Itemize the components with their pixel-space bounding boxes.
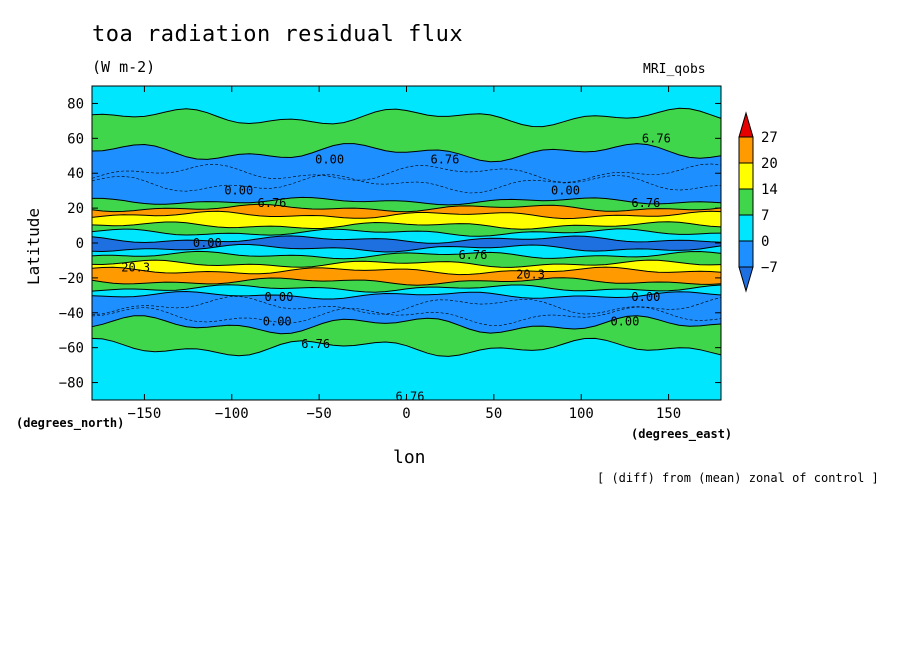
dashed-contour-2	[91, 296, 722, 316]
colorbar-label: −7	[761, 260, 778, 276]
contour-label: 6.76	[642, 131, 671, 145]
band-10	[92, 251, 721, 268]
contour-label: 0.00	[224, 184, 253, 198]
x-tick-label: 0	[402, 406, 410, 422]
model-label: MRI_qobs	[643, 62, 706, 77]
band-5	[92, 211, 721, 230]
contour-label: 6.76	[301, 337, 330, 351]
contour-label: 6.76	[258, 196, 287, 210]
y-axis: 80 60 40 20 0 −20 −40 −60 −80	[59, 96, 721, 392]
dashed-contour-3	[91, 306, 722, 326]
plot-area	[92, 86, 721, 400]
contour-line-4	[91, 203, 722, 213]
contour-line-15	[91, 290, 722, 300]
y-tick-label: 80	[67, 96, 84, 112]
contour-line-6	[91, 221, 722, 230]
band-4	[92, 204, 721, 219]
contour-line-11	[91, 259, 722, 268]
contour-line-17	[91, 337, 722, 357]
x-tick-label: 100	[569, 406, 594, 422]
band-3	[92, 197, 721, 212]
contour-line-9	[91, 244, 722, 253]
x-tick-label: −50	[306, 406, 331, 422]
colorbar-label: 7	[761, 208, 769, 224]
y-unit-label: (degrees_north)	[16, 416, 125, 430]
colorbar-under-triangle	[738, 266, 754, 293]
contour-label: 0.00	[193, 236, 222, 250]
contour-line-7	[91, 228, 722, 237]
x-axis-label: lon	[393, 447, 426, 468]
contour-line-16	[91, 315, 722, 335]
y-tick-label: −80	[59, 376, 84, 392]
band-17	[92, 338, 721, 400]
colorbar-over-triangle	[738, 111, 754, 138]
contour-label: 0.00	[263, 315, 292, 329]
y-tick-label: 20	[67, 201, 84, 217]
y-tick-label: 0	[76, 236, 84, 252]
contour-label: 6.76	[458, 248, 487, 262]
band-2	[92, 143, 721, 205]
colorbar-box	[738, 214, 754, 242]
band-0	[92, 86, 721, 127]
contour-label: 0.00	[610, 315, 639, 329]
contour-labels: 6.76 0.00 6.76 0.00 0.00 6.76 6.76 0.00 6.76 20.3…	[121, 131, 671, 403]
y-tick-label: 40	[67, 166, 84, 182]
y-tick-label: −60	[59, 341, 84, 357]
colorbar-label: 27	[761, 130, 778, 146]
band-1	[92, 108, 721, 162]
colorbar-box	[738, 136, 754, 164]
contour-lines	[91, 107, 722, 357]
x-tick-label: −100	[215, 406, 249, 422]
colorbar-label: 14	[761, 182, 778, 198]
contour-label: 20.3	[121, 260, 150, 274]
x-tick-label: 150	[656, 406, 681, 422]
contour-label: 0.00	[315, 152, 344, 166]
band-15	[92, 291, 721, 334]
colorbar-box	[738, 240, 754, 268]
x-tick-label: 50	[485, 406, 502, 422]
x-tick-label: −150	[128, 406, 162, 422]
colorbar-label: 20	[761, 156, 778, 172]
x-unit-label: (degrees_east)	[631, 427, 733, 441]
dashed-contour-0	[91, 163, 722, 183]
colorbar-box	[738, 162, 754, 190]
footnote: [ (diff) from (mean) zonal of control ]	[597, 471, 879, 485]
contour-label: 20.3	[516, 267, 545, 281]
contour-line-2	[91, 143, 722, 163]
contour-line-8	[91, 235, 722, 244]
band-12	[92, 267, 721, 286]
y-tick-label: 60	[67, 131, 84, 147]
colorbar-box	[738, 188, 754, 216]
contour-label: 6.76	[396, 390, 425, 404]
colorbar: 27 20 14 7 0 −7	[738, 111, 778, 293]
contour-line-3	[92, 196, 722, 206]
contour-label: 0.00	[631, 290, 660, 304]
contour-label: 0.00	[551, 184, 580, 198]
contour-line-12	[91, 266, 722, 276]
band-16	[92, 315, 721, 357]
contour-line-5	[91, 210, 722, 220]
contour-label: 0.00	[264, 290, 293, 304]
contour-label: 6.76	[631, 196, 660, 210]
x-axis: −150 −100 −50 0 50 100 150	[128, 86, 681, 422]
y-tick-label: −40	[59, 306, 84, 322]
contour-line-14	[91, 284, 722, 293]
contour-line-1	[91, 107, 722, 128]
contour-label: 6.76	[430, 152, 459, 166]
colorbar-label: 0	[761, 234, 769, 250]
y-tick-label: −20	[59, 271, 84, 287]
contour-line-10	[91, 250, 722, 260]
units-label: (W m-2)	[92, 58, 156, 76]
dashed-contour-1	[91, 174, 722, 194]
contour-line-13	[91, 277, 722, 286]
chart-title: toa radiation residual flux	[92, 22, 464, 47]
